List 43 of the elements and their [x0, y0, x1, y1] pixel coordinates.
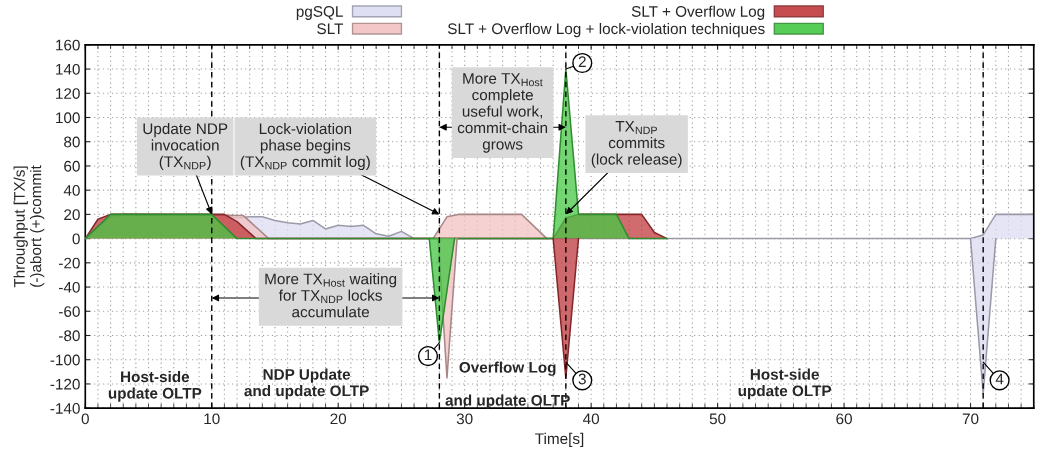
y-tick-label: -80: [59, 330, 80, 342]
y-tick-label: 160: [56, 39, 80, 51]
x-tick-label: 40: [582, 413, 600, 425]
x-tick-label: 50: [709, 413, 726, 425]
legend-label: SLT + Overflow Log: [631, 5, 765, 20]
annotation: Lock-violation phase begins (TX$_{NDP}$ commit log): [240, 122, 370, 171]
annotation: More TX$_{Host}$ complete useful work, commit-chain grows: [457, 73, 548, 153]
x-tick-label: 20: [330, 413, 347, 425]
x-axis-title: Time[s]: [535, 432, 584, 448]
annotation: 3: [578, 373, 586, 385]
x-tick-label: 10: [204, 413, 220, 425]
y-axis-title: Throughput [TX/s] (-)abort (+)commit: [13, 165, 45, 288]
x-tick-label: 0: [81, 413, 89, 425]
y-tick-label: 0: [72, 233, 80, 245]
y-tick-label: 80: [64, 136, 80, 148]
text: More TX$_{Host}$ waiting for TX$_{NDP}$ locks accumulate: [265, 273, 397, 318]
annotation: TX$_{NDP}$ commits (lock release): [591, 121, 682, 168]
y-tick-label: -20: [59, 257, 80, 269]
annotation: 2: [578, 56, 586, 67]
y-tick-label: 120: [56, 88, 80, 99]
y-tick-label: 140: [56, 63, 80, 75]
annotation: Update NDP invocation (TX$_{NDP}$): [143, 122, 228, 171]
annotation: 4: [995, 373, 1004, 385]
y-tick-label: -60: [59, 306, 80, 317]
legend-label: SLT: [317, 23, 344, 35]
annotation: Host-side update OLTP: [108, 371, 202, 402]
y-tick-label: 40: [63, 185, 80, 196]
x-tick-label: 70: [962, 413, 979, 425]
y-tick-label: -140: [50, 403, 80, 414]
legend-label: SLT + Overflow Log + lock-violation techniques: [447, 22, 765, 38]
legend-label: pgSQL: [296, 6, 343, 20]
text: Overflow Log and update OLTP: [445, 361, 570, 409]
annotation: Host-side update OLTP: [738, 368, 832, 400]
y-tick-label: -120: [50, 378, 80, 390]
x-tick-label: 60: [836, 413, 852, 425]
annotation: 1: [424, 349, 432, 361]
y-tick-label: -40: [59, 281, 80, 293]
y-tick-label: 20: [64, 209, 80, 221]
annotation: NDP Update and update OLTP: [244, 368, 369, 400]
x-tick-label: 30: [456, 413, 473, 425]
y-tick-label: 60: [64, 160, 80, 172]
y-tick-label: -100: [50, 354, 80, 366]
y-tick-label: 100: [56, 112, 80, 124]
